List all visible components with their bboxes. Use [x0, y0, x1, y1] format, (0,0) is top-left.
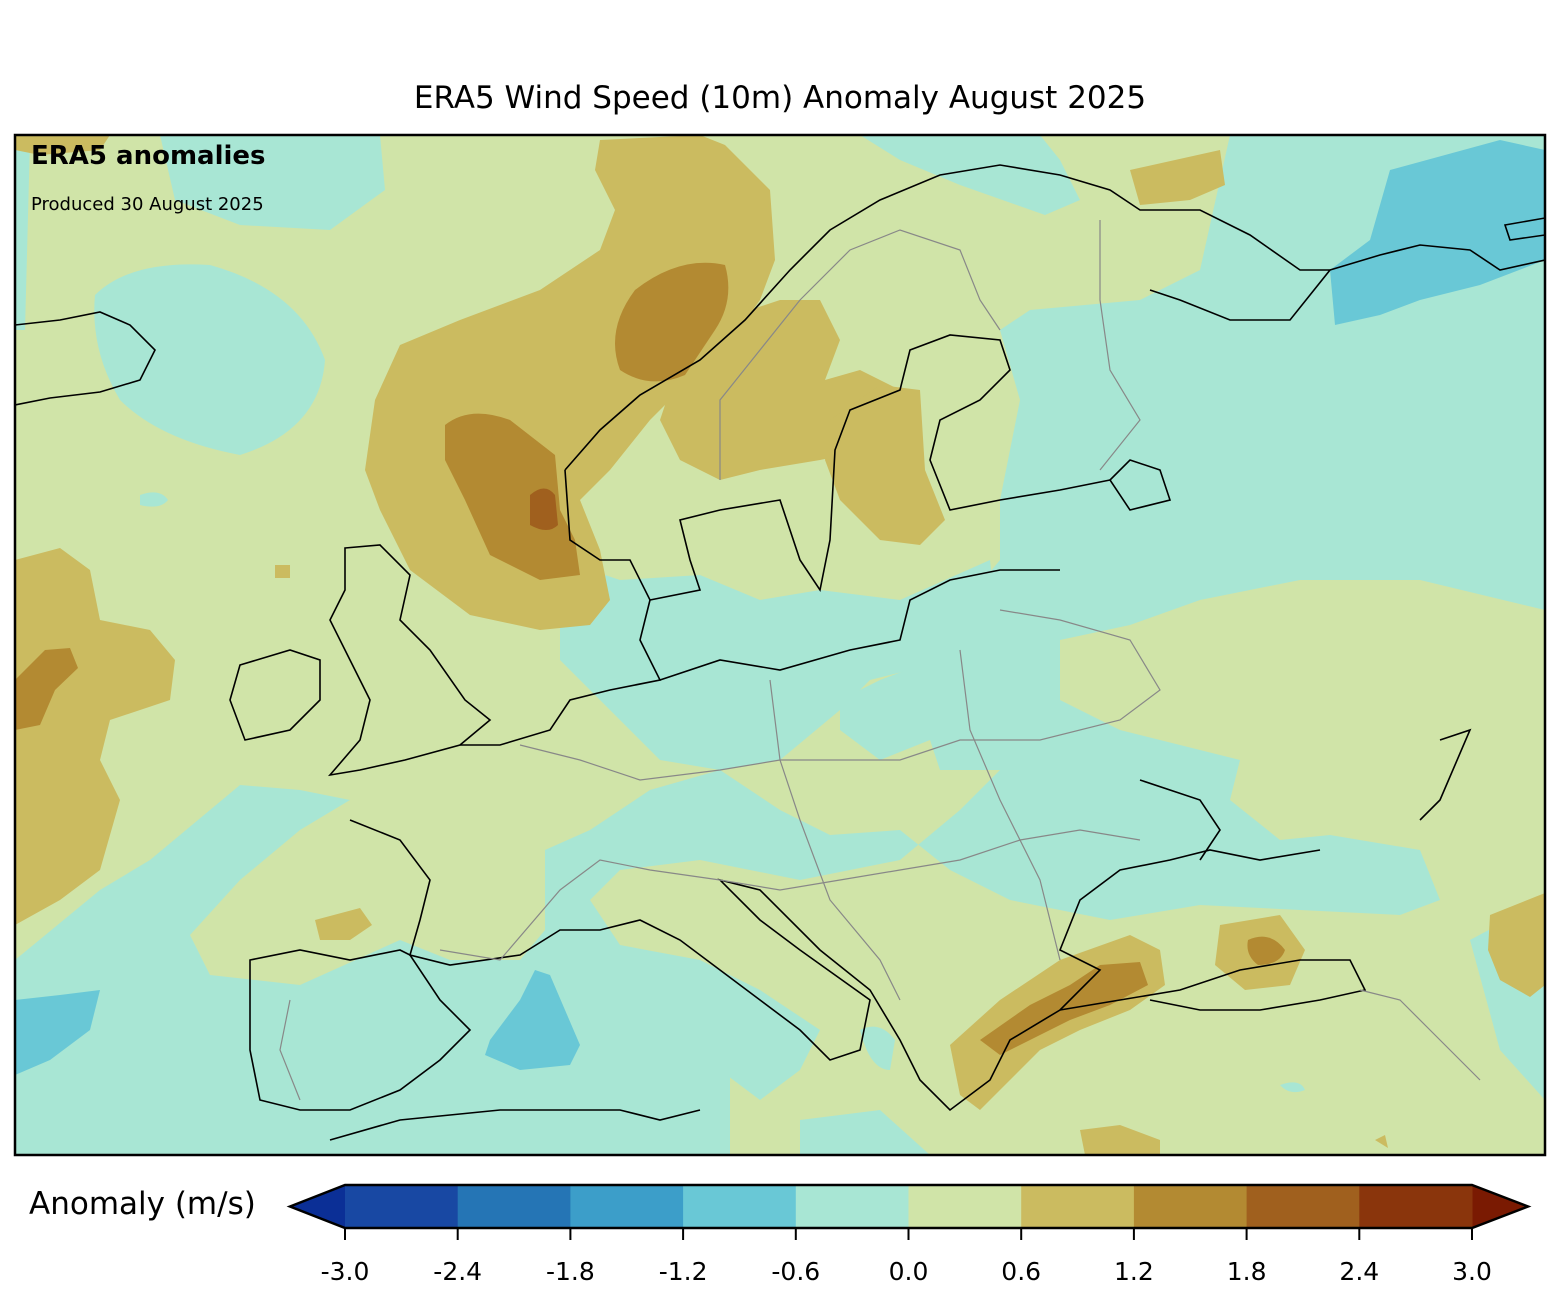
- colorbar-segment: [1133, 1185, 1248, 1228]
- colorbar-tick-label: -1.2: [658, 1257, 708, 1286]
- colorbar-segment: [1021, 1185, 1135, 1228]
- colorbar-extend-low: [290, 1185, 345, 1228]
- colorbar-segment: [795, 1185, 909, 1228]
- colorbar-tick-label: 0.0: [888, 1257, 929, 1286]
- colorbar-label: Anomaly (m/s): [29, 1186, 256, 1222]
- colorbar-segment: [457, 1185, 571, 1228]
- anomaly-fill-pos-1.8: [530, 488, 558, 530]
- colorbar-tick-label: 0.6: [1001, 1257, 1042, 1286]
- coastlines: [15, 164, 1545, 1141]
- anomaly-fill-neg-0.6: [15, 135, 1545, 1155]
- colorbar-segment: [1246, 1185, 1360, 1228]
- map-frame: [13, 133, 1547, 1157]
- colorbar-segment: [570, 1185, 684, 1228]
- colorbar-segment: [1359, 1185, 1473, 1228]
- colorbar-tick-label: 3.0: [1452, 1257, 1492, 1286]
- colorbar-segment: [908, 1185, 1022, 1228]
- colorbar-tick-label: -2.4: [433, 1257, 483, 1286]
- colorbar-tick-label: -0.6: [771, 1257, 821, 1286]
- colorbar-tick-label: 1.8: [1226, 1257, 1267, 1286]
- colorbar-tick-label: -3.0: [320, 1257, 370, 1286]
- colorbar-extend-high: [1472, 1185, 1528, 1228]
- dataset-badge: ERA5 anomalies: [31, 141, 266, 171]
- colorbar-tick-label: 2.4: [1339, 1257, 1380, 1286]
- anomaly-fill-pos-0.6: [15, 135, 1545, 1155]
- chart-title: ERA5 Wind Speed (10m) Anomaly August 202…: [413, 80, 1147, 116]
- colorbar-segment: [683, 1185, 797, 1228]
- colorbar-tick-label: -1.8: [546, 1257, 595, 1286]
- colorbar-segment: [345, 1185, 459, 1228]
- country-borders: [279, 220, 1481, 1101]
- anomaly-fill-pos-1.2: [15, 262, 1285, 1055]
- anomaly-fill-neg-1.2: [15, 140, 1545, 1075]
- produced-date: Produced 30 August 2025: [31, 194, 264, 215]
- colorbar-tick-label: 1.2: [1114, 1257, 1154, 1286]
- colorbar: [286, 1183, 1532, 1240]
